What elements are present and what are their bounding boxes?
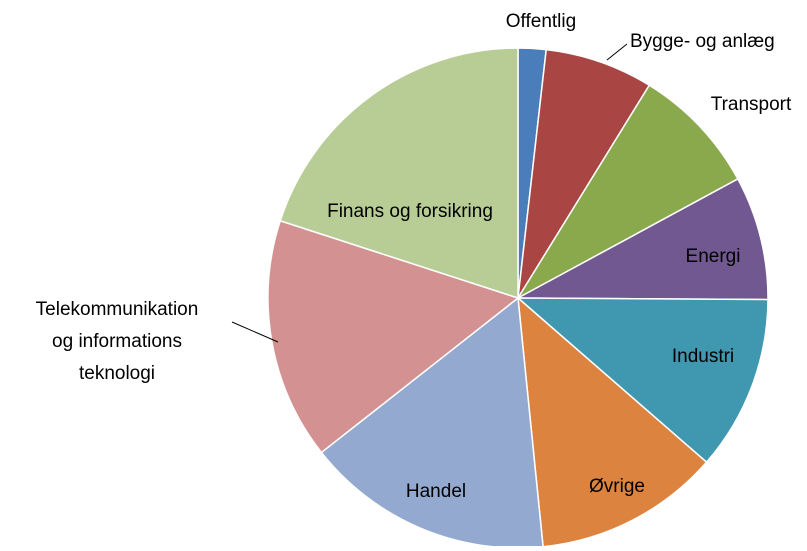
slice-label: Transport (711, 94, 792, 115)
pie-slice (515, 297, 769, 464)
slice-label: Øvrige (589, 476, 645, 497)
pie-slice (267, 219, 520, 454)
leader-line (231, 321, 279, 343)
pie-slice (515, 84, 739, 300)
pie-slice (517, 296, 708, 548)
leader-line (606, 43, 628, 61)
slice-label: Industri (672, 346, 734, 367)
pie-slice (279, 47, 519, 300)
slice-label: Finans og forsikring (327, 201, 493, 222)
slice-label: Telekommunikation og informations teknolog… (36, 299, 199, 384)
slice-label: Offentlig (506, 11, 576, 32)
slice-label: Energi (686, 246, 741, 267)
slice-label: Handel (406, 481, 466, 502)
pie-slice (517, 177, 769, 301)
pie-slice (517, 48, 651, 299)
slice-label: Bygge- og anlæg (630, 31, 775, 52)
